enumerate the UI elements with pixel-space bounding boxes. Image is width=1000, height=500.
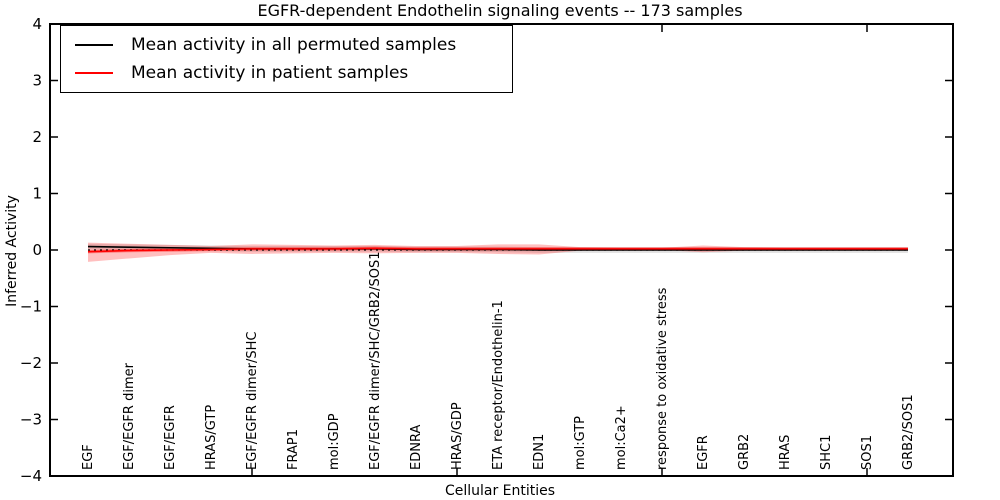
x-category-label: HRAS — [778, 435, 793, 470]
legend-item-permuted: Mean activity in all permuted samples — [75, 35, 512, 55]
y-tick-label: 3 — [32, 72, 42, 90]
legend-label-permuted: Mean activity in all permuted samples — [131, 35, 457, 55]
x-category-label: mol:Ca2+ — [614, 405, 629, 470]
y-tick-label: −4 — [20, 467, 42, 485]
x-category-label: EDNRA — [409, 425, 424, 470]
x-category-label: EGF/EGFR — [163, 405, 178, 470]
x-category-label: response to oxidative stress — [655, 287, 670, 470]
y-tick-label: −3 — [20, 411, 42, 429]
y-tick-label: 1 — [32, 185, 42, 203]
x-category-label: GRB2/SOS1 — [901, 394, 916, 470]
x-category-label: HRAS/GTP — [204, 405, 219, 470]
legend-line-patient-swatch — [75, 72, 113, 74]
legend-label-patient: Mean activity in patient samples — [131, 63, 409, 83]
axis-frame — [49, 23, 954, 477]
x-category-label: mol:GDP — [327, 413, 342, 470]
y-tick-label: −1 — [20, 298, 42, 316]
y-tick-label: −2 — [20, 354, 42, 372]
chart-title: EGFR-dependent Endothelin signaling even… — [257, 1, 743, 20]
x-category-label: ETA receptor/Endothelin-1 — [491, 300, 506, 470]
x-category-label: mol:GTP — [573, 416, 588, 470]
x-category-label: SOS1 — [860, 435, 875, 470]
x-category-label: EGF/EGFR dimer — [122, 362, 137, 470]
x-axis-label: Cellular Entities — [444, 483, 556, 499]
x-category-label: GRB2 — [737, 434, 752, 470]
x-category-label: EDN1 — [532, 434, 547, 470]
band-patient-std-band — [88, 242, 908, 262]
x-category-label: FRAP1 — [286, 429, 301, 470]
x-category-label: EGF/EGFR dimer/SHC/GRB2/SOS1 — [368, 252, 383, 471]
x-category-label: EGF/EGFR dimer/SHC — [245, 332, 260, 470]
series-line-patient — [87, 247, 908, 253]
y-axis-label: Inferred Activity — [4, 195, 20, 307]
y-tick-label: 0 — [32, 241, 42, 259]
y-tick-label: 4 — [32, 15, 42, 33]
legend-item-patient: Mean activity in patient samples — [75, 63, 512, 83]
x-category-label: EGF — [81, 444, 96, 470]
y-tick-label: 2 — [32, 128, 42, 146]
x-category-label: EGFR — [696, 435, 711, 470]
legend-line-permuted-swatch — [75, 44, 113, 46]
legend: Mean activity in all permuted samples Me… — [60, 25, 513, 93]
x-category-label: HRAS/GDP — [450, 402, 465, 470]
x-category-label: SHC1 — [819, 435, 834, 470]
